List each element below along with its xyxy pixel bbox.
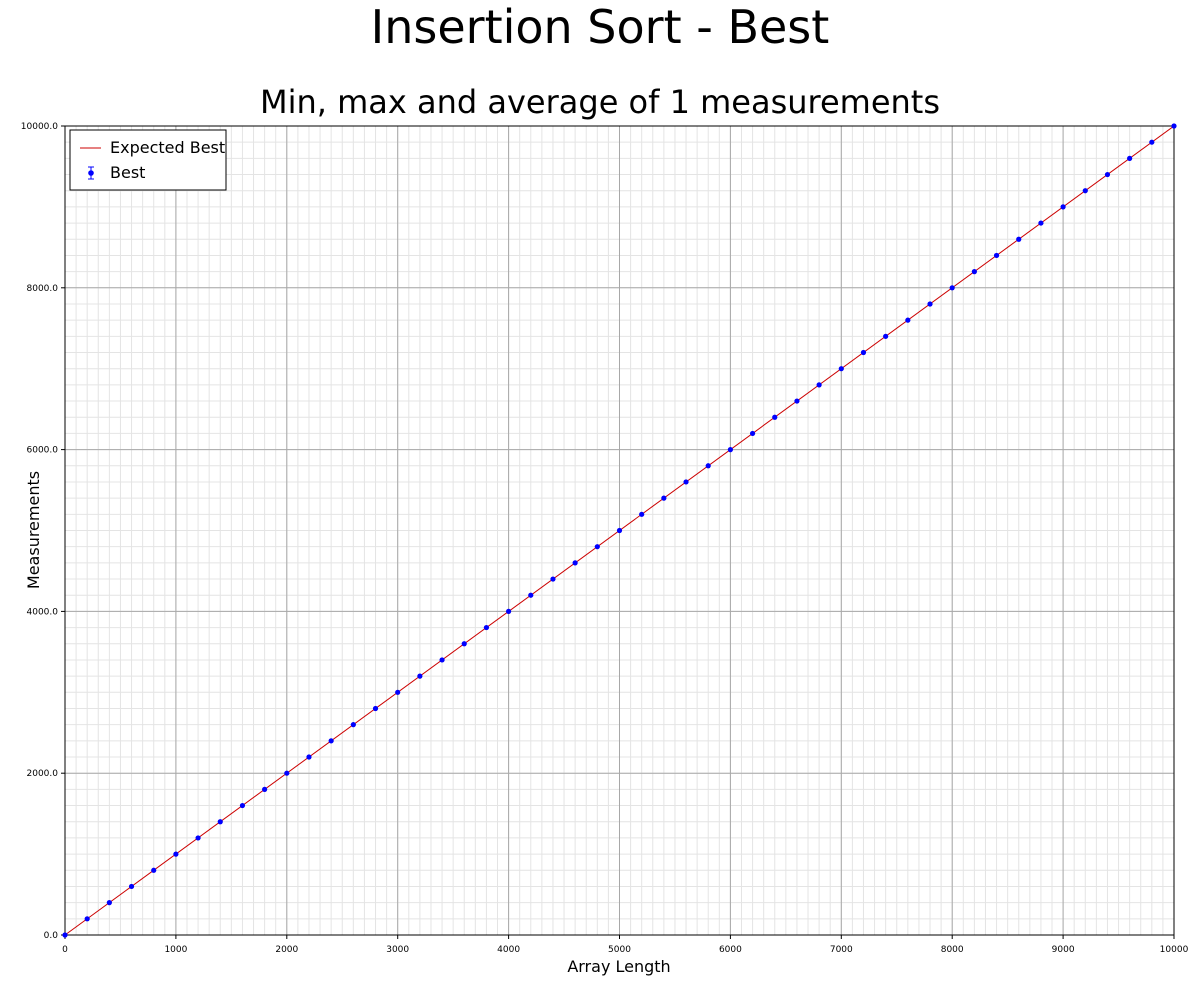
data-point-best [284, 770, 290, 776]
x-tick-label: 7000 [830, 945, 853, 955]
chart-title: Insertion Sort - Best [371, 0, 830, 54]
data-point-best [1171, 123, 1177, 129]
data-point-best [705, 463, 711, 469]
data-point-best [1060, 204, 1066, 210]
data-point-best [506, 608, 512, 615]
data-point-best [439, 657, 445, 663]
y-tick-label: 6000.0 [27, 446, 59, 456]
x-tick-label: 6000 [719, 945, 742, 955]
data-point-best [173, 851, 179, 857]
data-point-best [683, 479, 689, 485]
y-tick-label: 0.0 [44, 931, 59, 941]
data-point-best [372, 705, 379, 712]
data-point-best [1104, 171, 1111, 178]
data-point-best [927, 301, 933, 307]
data-point-best [905, 317, 911, 323]
data-point-best [483, 624, 490, 631]
data-point-best [1149, 139, 1155, 145]
data-point-best [239, 802, 246, 809]
data-point-best [816, 382, 822, 388]
data-point-best [1082, 188, 1088, 194]
data-point-best [1127, 155, 1133, 161]
data-point-best [949, 285, 955, 291]
x-tick-label: 5000 [608, 945, 631, 955]
data-point-best [528, 592, 534, 598]
data-point-best [262, 786, 268, 792]
data-point-best [550, 576, 556, 582]
data-point-best [572, 560, 578, 566]
data-point-best [395, 689, 401, 695]
y-tick-label: 10000.0 [21, 122, 58, 132]
x-tick-label: 0 [62, 945, 68, 955]
data-point-best [727, 447, 734, 453]
legend-swatch-best-marker [88, 170, 94, 176]
legend: Expected Best Best [69, 129, 227, 191]
y-axis-label: Measurements [24, 471, 43, 589]
data-point-best [306, 754, 312, 760]
x-tick-label: 4000 [497, 945, 520, 955]
data-point-best [772, 414, 778, 420]
chart-subtitle: Min, max and average of 1 measurements [260, 83, 940, 121]
data-point-best [616, 527, 623, 534]
legend-label-expected-best: Expected Best [110, 138, 225, 157]
x-tick-label: 8000 [941, 945, 964, 955]
data-point-best [639, 511, 645, 517]
data-point-best [661, 495, 667, 501]
data-point-best [1016, 236, 1022, 242]
data-point-best [794, 398, 800, 404]
data-point-best [749, 430, 756, 437]
x-axis-ticks: 0 1000 2000 3000 4000 5000 6000 7000 8000 9000 100… [62, 935, 1189, 955]
data-point-best [328, 738, 334, 744]
y-tick-label: 8000.0 [27, 284, 59, 294]
data-point-best [195, 835, 201, 841]
y-tick-label: 4000.0 [27, 607, 59, 617]
data-point-best [217, 819, 223, 825]
x-tick-label: 10000 [1160, 945, 1189, 955]
data-point-best [128, 883, 135, 890]
x-tick-label: 9000 [1052, 945, 1075, 955]
data-point-best [151, 867, 157, 873]
data-point-best [993, 252, 1000, 259]
data-point-best [838, 366, 844, 372]
data-point-best [594, 544, 600, 550]
data-point-best [860, 349, 867, 356]
legend-label-best: Best [110, 163, 145, 182]
data-point-best [971, 269, 977, 275]
data-point-best [350, 722, 356, 728]
data-point-best [84, 916, 90, 922]
data-point-best [106, 900, 112, 906]
x-tick-label: 1000 [164, 945, 187, 955]
data-point-best [1038, 220, 1044, 226]
y-tick-label: 2000.0 [27, 769, 59, 779]
data-point-best [417, 673, 423, 679]
data-point-best [883, 333, 889, 339]
legend-box [69, 129, 227, 191]
x-axis-label: Array Length [567, 957, 670, 976]
x-tick-label: 2000 [275, 945, 298, 955]
series-layer [62, 123, 1177, 938]
data-point-best [461, 641, 467, 647]
data-point-best [62, 932, 68, 938]
x-tick-label: 3000 [386, 945, 409, 955]
